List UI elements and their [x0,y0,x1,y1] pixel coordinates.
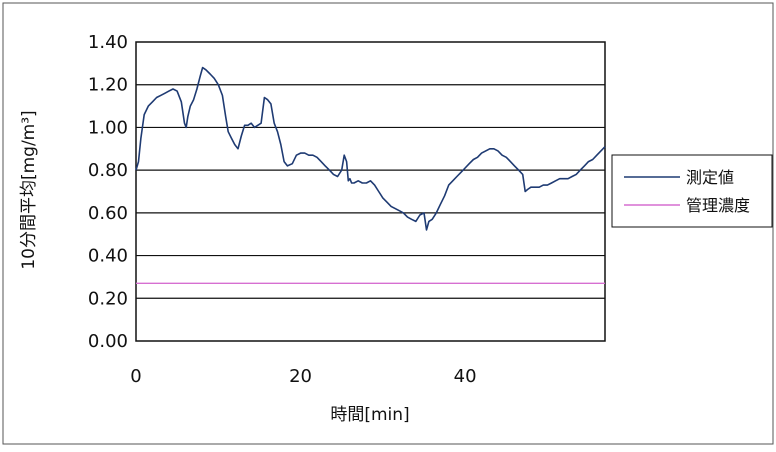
x-tick-label-1: 20 [289,366,312,387]
y-tick-labels: 0.00 0.20 0.40 0.60 0.80 1.00 1.20 1.40 [88,32,128,352]
x-tick-labels: 0 20 40 [130,366,476,387]
y-tick-label-2: 0.40 [88,246,128,267]
plot-area [135,41,606,342]
legend-label-control-concentration: 管理濃度 [686,196,750,215]
y-tick-label-3: 0.60 [88,203,128,224]
x-tick-label-0: 0 [130,366,141,387]
series-layer [135,66,606,284]
series-line-measured [135,66,606,231]
legend-box [611,154,773,228]
y-axis-title: 10分間平均[mg/m³] [19,110,39,269]
x-axis-title: 時間[min] [330,405,409,425]
y-tick-label-7: 1.40 [88,32,128,53]
y-tick-label-5: 1.00 [88,117,128,138]
y-tick-label-6: 1.20 [88,75,128,96]
legend-label-measured: 測定値 [686,168,734,187]
y-tick-label-0: 0.00 [88,331,128,352]
x-tick-label-2: 40 [454,366,477,387]
legend: 測定値 管理濃度 [611,154,773,228]
grid-layer [136,84,605,299]
y-tick-label-1: 0.20 [88,288,128,309]
y-tick-label-4: 0.80 [88,160,128,181]
